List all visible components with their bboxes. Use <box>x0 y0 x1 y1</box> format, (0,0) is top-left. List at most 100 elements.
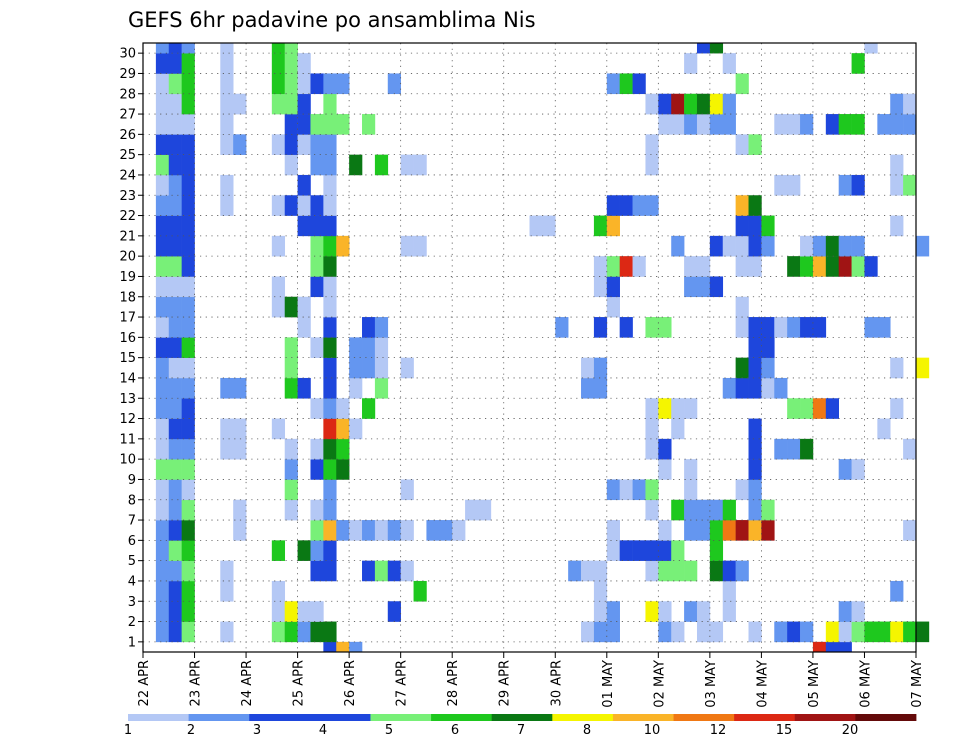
heatmap-cell <box>748 459 762 480</box>
heatmap-cell <box>271 235 286 257</box>
heatmap-cell <box>903 114 917 135</box>
heatmap-cell <box>271 601 286 622</box>
heatmap-cell <box>168 154 182 176</box>
heatmap-cell <box>838 114 852 135</box>
heatmap-cell <box>619 256 633 277</box>
heatmap-cell <box>890 580 904 602</box>
heatmap-cell <box>374 357 389 379</box>
heatmap-cell <box>903 174 917 196</box>
heatmap-cell <box>684 114 698 135</box>
heatmap-cell <box>155 317 170 338</box>
heatmap-cell <box>748 235 762 257</box>
heatmap-cell <box>271 540 286 561</box>
heatmap-cell <box>696 499 711 521</box>
heatmap-cell <box>336 438 350 460</box>
heatmap-cell <box>271 621 286 643</box>
heatmap-cell <box>735 560 749 582</box>
heatmap-cell <box>851 601 865 622</box>
heatmap-cell <box>890 154 904 176</box>
heatmap-cell <box>671 114 685 135</box>
heatmap-cell <box>310 235 324 257</box>
heatmap-cell <box>684 479 698 501</box>
heatmap-cell <box>890 93 904 115</box>
heatmap-cell <box>606 276 620 298</box>
heatmap-cell <box>336 398 350 419</box>
heatmap-cell <box>851 114 865 135</box>
heatmap-cell <box>349 357 363 379</box>
heatmap-cell <box>297 134 311 155</box>
heatmap-cell <box>400 520 414 541</box>
heatmap-cell <box>168 43 182 54</box>
heatmap-cell <box>748 317 762 338</box>
heatmap-cells <box>155 43 930 653</box>
heatmap-cell <box>168 398 182 419</box>
heatmap-cell <box>709 276 724 298</box>
heatmap-cell <box>877 621 891 643</box>
heatmap-cell <box>761 337 775 358</box>
y-tick-label: 15 <box>119 351 136 366</box>
heatmap-cell <box>155 154 170 176</box>
heatmap-cell <box>349 154 363 176</box>
heatmap-cell <box>233 418 247 440</box>
heatmap-cell <box>297 195 311 216</box>
heatmap-cell <box>593 276 608 298</box>
heatmap-cell <box>890 215 904 237</box>
heatmap-cell <box>181 520 195 541</box>
heatmap-cell <box>787 256 801 277</box>
heatmap-cell <box>800 114 814 135</box>
heatmap-cell <box>787 174 801 196</box>
heatmap-cell <box>413 580 427 602</box>
heatmap-cell <box>323 73 337 95</box>
heatmap-cell <box>323 93 337 115</box>
x-tick-label: 05 MAY <box>807 660 822 708</box>
heatmap-cell <box>748 337 762 358</box>
heatmap-cell <box>645 499 659 521</box>
heatmap-cell <box>864 43 878 54</box>
heatmap-cell <box>284 621 298 643</box>
heatmap-cell <box>271 134 286 155</box>
colorbar-swatch <box>612 714 674 721</box>
heatmap-cell <box>684 93 698 115</box>
heatmap-cell <box>349 641 363 653</box>
heatmap-cell <box>748 418 762 440</box>
heatmap-cell <box>233 377 247 399</box>
heatmap-cell <box>271 296 286 318</box>
heatmap-cell <box>684 520 698 541</box>
y-tick-label: 16 <box>119 331 136 346</box>
colorbar-label: 2 <box>187 723 195 738</box>
heatmap-cell <box>297 377 311 399</box>
heatmap-cell <box>310 276 324 298</box>
heatmap-cell <box>748 357 762 379</box>
y-tick-label: 24 <box>119 168 136 183</box>
heatmap-cell <box>181 73 195 95</box>
y-tick-label: 10 <box>119 453 136 468</box>
heatmap-cell <box>671 560 685 582</box>
heatmap-cell <box>284 438 298 460</box>
heatmap-cell <box>825 621 839 643</box>
heatmap-cell <box>696 520 711 541</box>
x-tick-label: 24 APR <box>240 660 255 706</box>
heatmap-cell <box>323 621 337 643</box>
heatmap-cell <box>671 621 685 643</box>
heatmap-cell <box>593 215 608 237</box>
heatmap-cell <box>310 134 324 155</box>
heatmap-cell <box>297 53 311 74</box>
heatmap-cell <box>181 357 195 379</box>
x-tick-label: 30 APR <box>549 660 564 706</box>
heatmap-cell <box>168 114 182 135</box>
heatmap-cell <box>890 357 904 379</box>
heatmap-cell <box>838 601 852 622</box>
y-tick-label: 20 <box>119 250 136 265</box>
colorbar-swatch <box>794 714 856 721</box>
heatmap-cell <box>168 418 182 440</box>
heatmap-cell <box>362 560 376 582</box>
heatmap-cell <box>323 479 337 501</box>
heatmap-cell <box>658 560 672 582</box>
heatmap-cell <box>323 195 337 216</box>
heatmap-cell <box>181 317 195 338</box>
heatmap-cell <box>722 601 736 622</box>
heatmap-cell <box>220 43 234 54</box>
heatmap-cell <box>181 296 195 318</box>
heatmap-cell <box>722 53 736 74</box>
heatmap-cell <box>155 540 170 561</box>
